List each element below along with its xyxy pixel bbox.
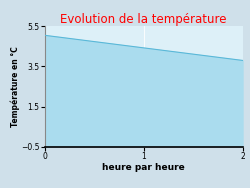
Title: Evolution de la température: Evolution de la température bbox=[60, 13, 227, 26]
Y-axis label: Température en °C: Température en °C bbox=[10, 46, 20, 127]
X-axis label: heure par heure: heure par heure bbox=[102, 163, 185, 172]
